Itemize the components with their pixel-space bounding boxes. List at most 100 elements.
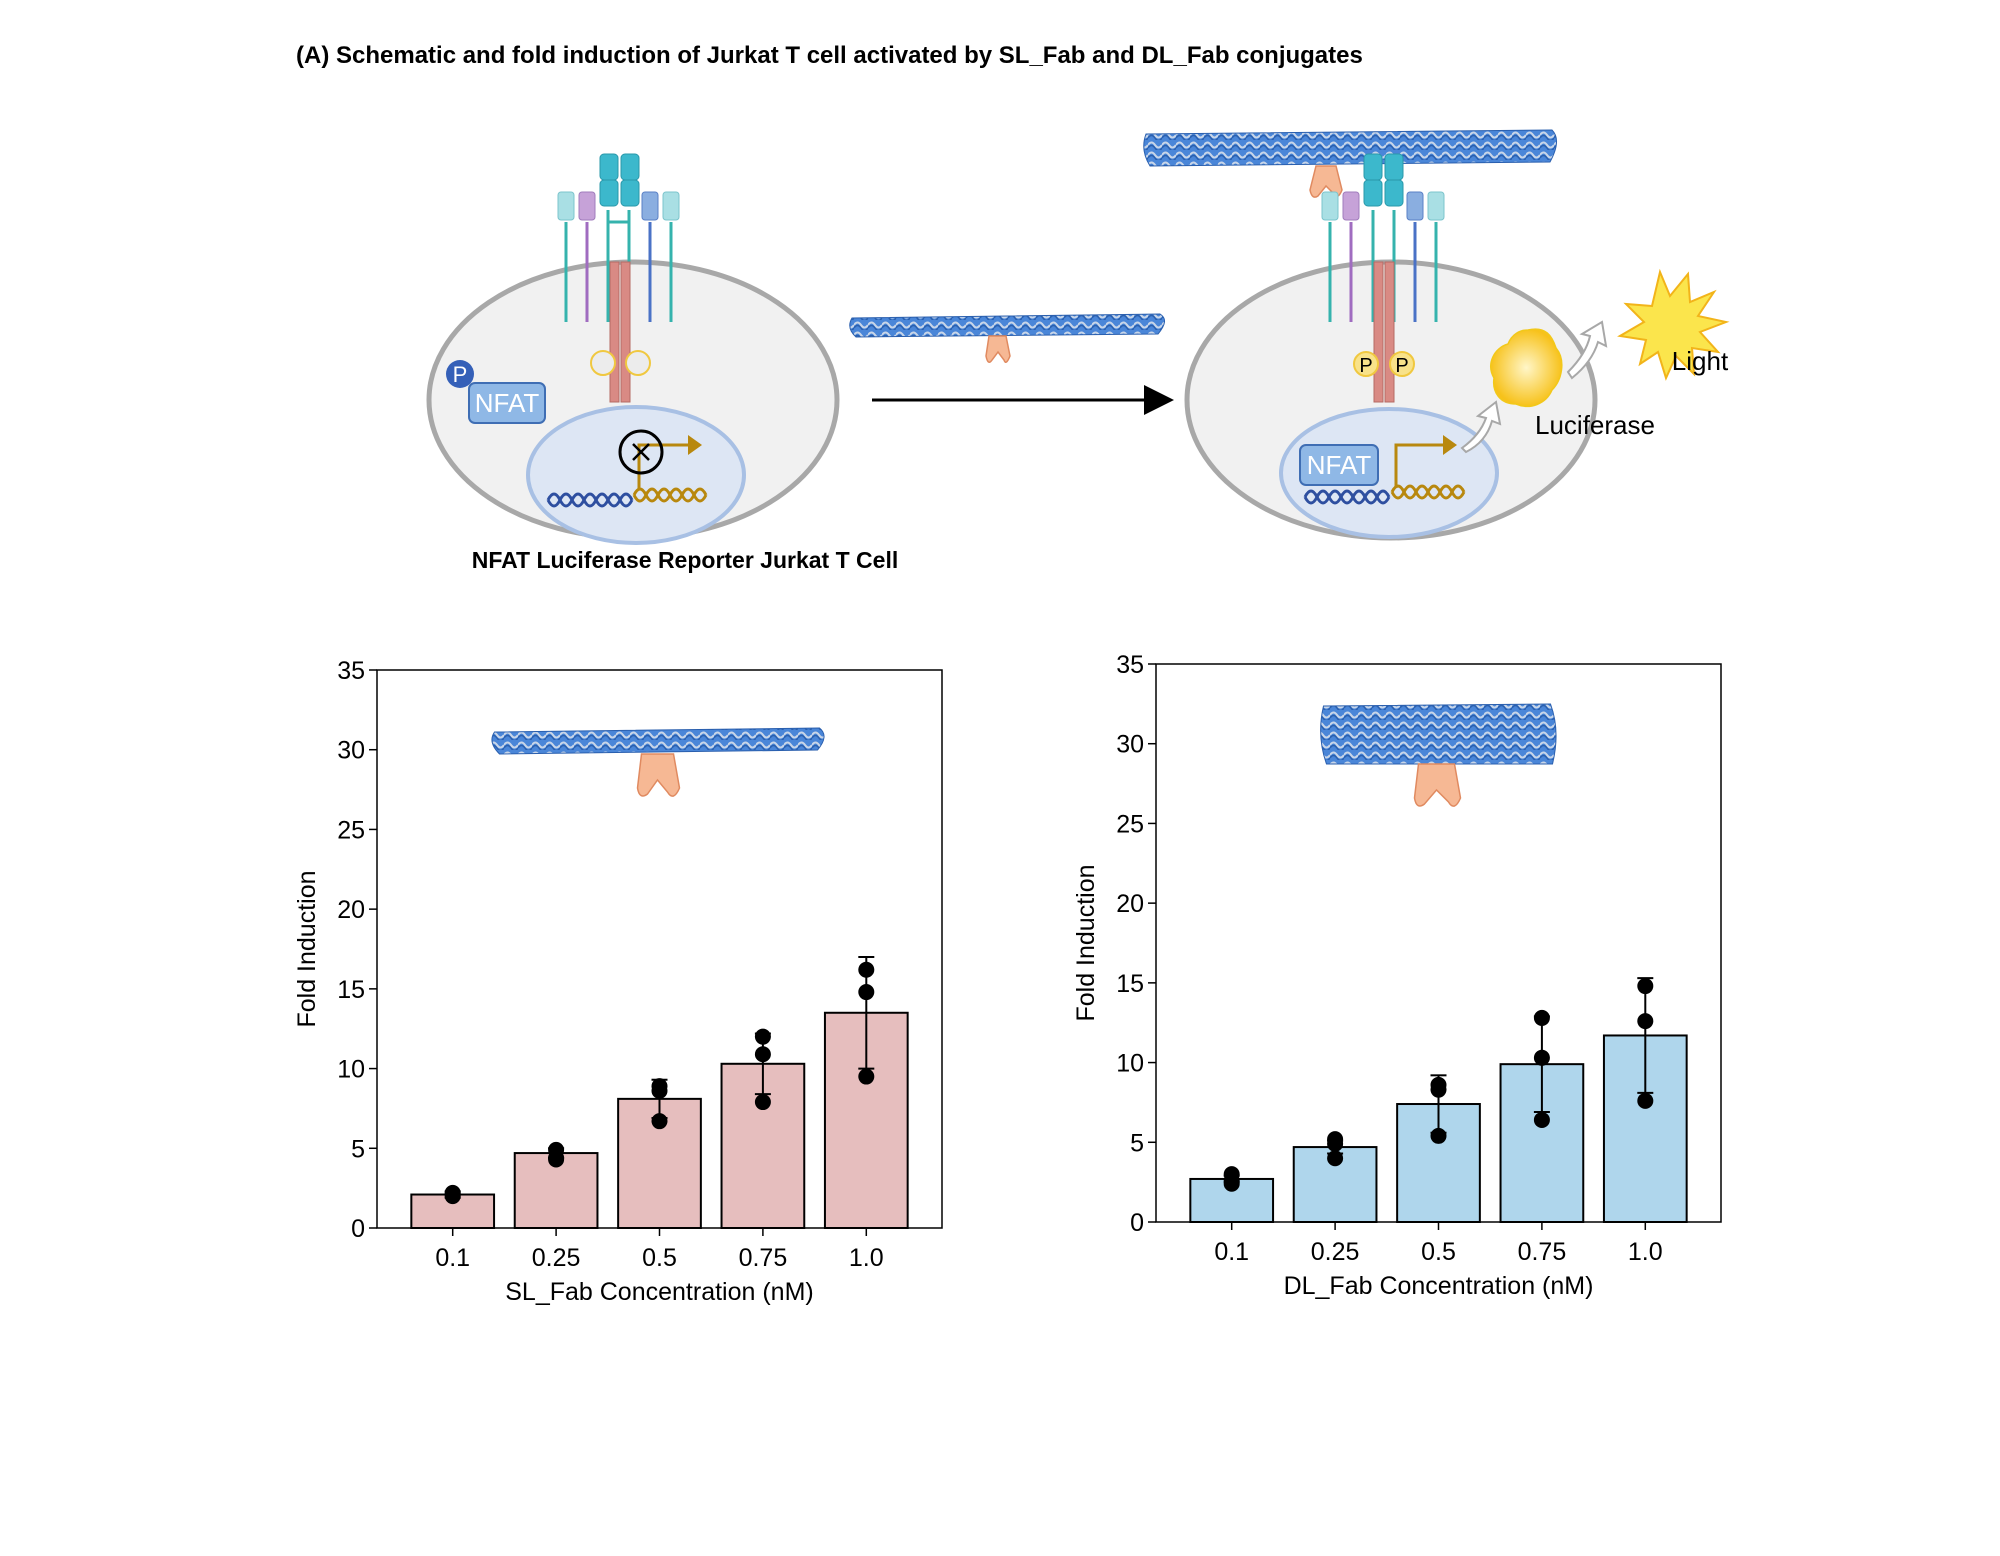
- right-phospho-label-1: P: [1359, 355, 1372, 377]
- dl-bar-0: [1189, 1177, 1275, 1224]
- dl-error-bar-0: [1223, 1174, 1240, 1184]
- sl-error-bar-4: [858, 955, 875, 1070]
- sl-ytick-label: 35: [337, 657, 365, 685]
- sl-ytick-label: 20: [337, 896, 365, 924]
- sl-point-1-2: [548, 1151, 565, 1168]
- dl-ytick-label: 0: [1130, 1209, 1144, 1237]
- sl-point-3-0: [754, 1028, 771, 1045]
- dl-point-2-2: [1430, 1127, 1447, 1144]
- sl-ytick-label: 15: [337, 976, 365, 1004]
- sl-point-4-1: [858, 984, 875, 1001]
- left-nucleus: [526, 405, 746, 545]
- dl-point-4-0: [1637, 978, 1654, 995]
- dl-ytick-label: 10: [1116, 1050, 1144, 1078]
- dl-xtick-label: 0.25: [1311, 1238, 1360, 1266]
- dl-error-bar-2: [1430, 1074, 1447, 1134]
- sl-xtick-label: 0.75: [739, 1244, 788, 1272]
- dl-bar-1: [1292, 1146, 1378, 1224]
- sl-xtick-label: 0.5: [642, 1244, 677, 1272]
- right-cell: P P NFAT Luciferase Light: [1143, 129, 1730, 541]
- cell-caption: NFAT Luciferase Reporter Jurkat T Cell: [472, 547, 898, 573]
- dl-ytick-label: 15: [1116, 970, 1144, 998]
- dl-xtick-label: 0.1: [1214, 1238, 1249, 1266]
- sl-point-4-2: [858, 1068, 875, 1085]
- dl-point-2-0: [1430, 1076, 1447, 1093]
- dl-xtick-label: 1.0: [1628, 1238, 1663, 1266]
- dl-x-axis-label: DL_Fab Concentration (nM): [1284, 1272, 1594, 1300]
- schematic: P NFAT NFAT Luciferase Reporter Jurkat T…: [426, 129, 1730, 573]
- sl-error-bar-0: [444, 1190, 461, 1199]
- dl-point-0-1: [1223, 1175, 1240, 1192]
- bound-origami: [1143, 129, 1557, 167]
- sl-error-bar-3: [754, 1032, 771, 1096]
- dl-xtick-label: 0.5: [1421, 1238, 1456, 1266]
- figure-title: (A) Schematic and fold induction of Jurk…: [296, 42, 1363, 69]
- left-nfat-label: NFAT: [475, 388, 540, 418]
- sl-fab-chart: 0 5 10 15 20 25 30 35 0.1 0.25 0.5 0.75 1.0 SL_Fab Co…: [293, 657, 943, 1306]
- light-burst-icon: [1617, 268, 1730, 381]
- dl-plot-frame: [1155, 663, 1722, 1223]
- sl-point-0-1: [444, 1188, 461, 1205]
- dl-error-bar-3: [1533, 1015, 1550, 1113]
- sl-point-3-2: [754, 1094, 771, 1111]
- left-nfat-box: [468, 382, 546, 424]
- sl-point-2-2: [651, 1113, 668, 1130]
- dl-point-0-0: [1223, 1166, 1240, 1183]
- dl-bar-4: [1602, 1034, 1688, 1224]
- left-phospho-label: P: [453, 362, 468, 387]
- dl-point-3-1: [1533, 1049, 1550, 1066]
- sl-error-bar-2: [651, 1078, 668, 1119]
- left-receptor-complex: [557, 153, 680, 403]
- dl-point-4-2: [1637, 1092, 1654, 1109]
- sl-plot-frame: [376, 669, 943, 1229]
- curved-arrow-icon: [1566, 320, 1608, 380]
- fab-inset-icon: [1413, 763, 1462, 807]
- bound-fab: [1309, 165, 1343, 198]
- dl-ytick-label: 5: [1130, 1129, 1144, 1157]
- right-nfat-label: NFAT: [1307, 450, 1372, 480]
- fab-inset-icon: [636, 753, 681, 797]
- curved-arrow-icon: [1460, 400, 1502, 454]
- sl-ytick-label: 10: [337, 1056, 365, 1084]
- dl-point-1-1: [1327, 1135, 1344, 1152]
- dl-point-2-1: [1430, 1081, 1447, 1098]
- dl-error-bar-4: [1637, 977, 1654, 1094]
- sl-y-axis-label: Fold Induction: [293, 870, 321, 1027]
- dl-point-3-2: [1533, 1111, 1550, 1128]
- dl-point-3-0: [1533, 1009, 1550, 1026]
- sl-ytick-label: 5: [351, 1135, 365, 1163]
- sl-point-2-1: [651, 1082, 668, 1099]
- sl-xtick-label: 0.1: [435, 1244, 470, 1272]
- sl-ytick-label: 25: [337, 816, 365, 844]
- sl-xtick-label: 1.0: [849, 1244, 884, 1272]
- origami-inset-icon: [491, 727, 825, 755]
- sl-bar-1: [513, 1152, 599, 1230]
- dl-xtick-label: 0.75: [1518, 1238, 1567, 1266]
- dl-bar-3: [1499, 1063, 1585, 1224]
- sl-bar-0: [410, 1193, 496, 1230]
- dl-point-0-2: [1223, 1172, 1240, 1189]
- luciferase-blob: [1490, 328, 1563, 408]
- dl-fab-chart: 0 5 10 15 20 25 30 35 0.1 0.25 0.5 0.75 1.0 DL_Fab Co…: [1072, 651, 1722, 1300]
- free-sl-fab-conjugate: [849, 313, 1165, 363]
- dl-ytick-label: 30: [1116, 731, 1144, 759]
- sl-error-bar-1: [548, 1147, 565, 1159]
- light-label: Light: [1672, 346, 1729, 376]
- sl-x-axis-label: SL_Fab Concentration (nM): [505, 1278, 813, 1306]
- sl-point-0-2: [444, 1184, 461, 1201]
- blocked-transcription-icon: [618, 429, 664, 475]
- dl-ytick-label: 25: [1116, 810, 1144, 838]
- luciferase-label: Luciferase: [1535, 410, 1655, 440]
- dl-point-4-1: [1637, 1013, 1654, 1030]
- sl-bar-4: [823, 1011, 909, 1229]
- sl-point-3-1: [754, 1046, 771, 1063]
- dl-y-axis-label: Fold Induction: [1072, 864, 1100, 1021]
- phospho-icon: [446, 360, 474, 388]
- right-nfat-box: [1299, 444, 1379, 486]
- sl-point-4-0: [858, 961, 875, 978]
- right-phospho-label-2: P: [1395, 355, 1408, 377]
- dl-point-1-2: [1327, 1150, 1344, 1167]
- sl-bar-2: [617, 1097, 702, 1230]
- dl-ytick-label: 20: [1116, 890, 1144, 918]
- sl-ytick-label: 0: [351, 1215, 365, 1243]
